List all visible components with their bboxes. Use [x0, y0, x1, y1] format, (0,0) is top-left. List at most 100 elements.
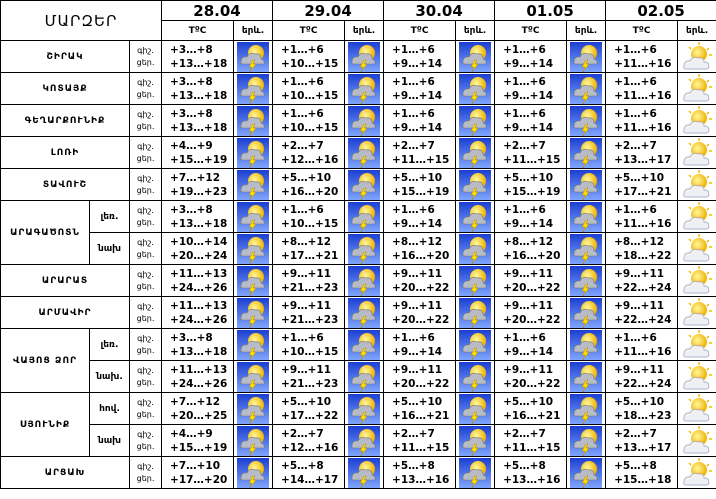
day-temp: +10…+15: [281, 217, 339, 230]
temp-header: TºC: [161, 20, 235, 41]
night-temp: +1…+6: [503, 203, 546, 216]
weather-icon-shape: [237, 362, 269, 392]
icon-cell: [344, 136, 385, 169]
weather-icon: [681, 170, 713, 200]
weather-icon: [681, 138, 713, 168]
weather-icon-shape: [684, 394, 712, 421]
region-row: նախ. գիշ. ցեր. +11…+13 +24…+26 +9…+11 +21…+23 +…: [1, 360, 716, 393]
weather-icon: [681, 234, 713, 264]
night-temp: +5…+8: [614, 459, 657, 472]
icon-cell: [233, 424, 274, 457]
night-label: գիշ.: [137, 333, 154, 343]
period-labels: գիշ. ցեր.: [128, 168, 163, 201]
weather-icon-shape: [684, 170, 712, 197]
zone-label: նախ: [89, 424, 130, 457]
weather-icon: [237, 74, 269, 104]
day-label: ցեր.: [136, 377, 155, 387]
period-labels: գիշ. ցեր.: [128, 72, 163, 105]
region-name: ԱՐԱՐԱՏ: [0, 264, 130, 297]
night-temp: +1…+6: [614, 203, 657, 216]
day-temp: +15…+19: [170, 153, 228, 166]
weather-icon: [570, 138, 602, 168]
weather-icon-shape: [570, 266, 602, 296]
day-temp: +16…+21: [392, 409, 450, 422]
day-temp: +9…+14: [503, 217, 554, 230]
region-row: ԳԵՂԱՐՔՈՒՆԻՔ գիշ. ցեր. +3…+8 +13…+18 +1…+6 +10……: [0, 104, 716, 137]
day-temp: +21…+23: [281, 377, 339, 390]
night-temp: +9…+11: [503, 363, 554, 376]
icon-cell: [677, 232, 716, 265]
region-name: ՏԱՎՈՒՇ: [0, 168, 130, 201]
weather-icon: [348, 202, 380, 232]
temp-cell: +9…+11 +20…+22: [494, 296, 568, 329]
weather-icon-shape: [570, 426, 602, 456]
day-temp: +16…+20: [392, 249, 450, 262]
zone-label: հով.: [89, 392, 130, 425]
night-temp: +4…+9: [170, 427, 213, 440]
night-temp: +1…+6: [392, 43, 435, 56]
weather-icon-shape: [570, 74, 602, 104]
weather-icon-shape: [459, 202, 491, 232]
weather-icon: [459, 394, 491, 424]
day-label: ցեր.: [136, 281, 155, 291]
weather-icon-shape: [684, 234, 712, 261]
day-temp: +10…+15: [281, 121, 339, 134]
region-row: ՎԱՅՈՑ ՁՈՐ լեռ. գիշ. ցեր. +3…+8 +13…+18 +1…+6 +1…: [0, 328, 716, 393]
temp-cell: +9…+11 +20…+22: [383, 296, 457, 329]
icon-cell: [344, 104, 385, 137]
weather-icon: [570, 362, 602, 392]
weather-icon: [348, 42, 380, 72]
day-label: ցեր.: [136, 217, 155, 227]
night-temp: +5…+10: [392, 171, 443, 184]
night-temp: +5…+10: [281, 395, 332, 408]
day-temp: +11…+16: [614, 89, 672, 102]
period-labels: գիշ. ցեր.: [128, 424, 163, 457]
period-labels: գիշ. ցեր.: [128, 456, 163, 489]
night-temp: +9…+11: [503, 299, 554, 312]
icon-cell: [455, 40, 496, 73]
temp-cell: +9…+11 +20…+22: [383, 264, 457, 297]
temp-cell: +3…+8 +13…+18: [161, 104, 235, 137]
weather-icon-shape: [684, 298, 712, 325]
temp-cell: +10…+14 +20…+24: [161, 232, 235, 265]
weather-icon: [459, 170, 491, 200]
period-labels: գիշ. ցեր.: [128, 360, 163, 393]
temp-cell: +1…+6 +10…+15: [272, 328, 346, 361]
temp-cell: +5…+8 +14…+17: [272, 456, 346, 489]
temp-cell: +2…+7 +11…+15: [383, 136, 457, 169]
weather-icon-shape: [459, 362, 491, 392]
weather-icon-shape: [570, 330, 602, 360]
icon-cell: [233, 392, 274, 425]
night-label: գիշ.: [137, 141, 154, 151]
weather-icon-shape: [684, 426, 712, 453]
icon-cell: [566, 264, 607, 297]
weather-icon-shape: [570, 458, 602, 488]
night-temp: +5…+10: [281, 171, 332, 184]
day-temp: +10…+15: [281, 57, 339, 70]
weather-icon-shape: [237, 426, 269, 456]
icon-cell: [233, 296, 274, 329]
night-temp: +8…+12: [614, 235, 665, 248]
day-temp: +9…+14: [392, 217, 443, 230]
weather-icon: [348, 234, 380, 264]
day-temp: +13…+18: [170, 121, 228, 134]
icon-header: երև.: [233, 20, 274, 41]
temp-cell: +2…+7 +13…+17: [605, 424, 679, 457]
temp-cell: +5…+10 +18…+23: [605, 392, 679, 425]
period-labels: գիշ. ցեր.: [128, 232, 163, 265]
day-temp: +20…+22: [503, 377, 561, 390]
day-temp: +13…+17: [614, 441, 672, 454]
icon-cell: [233, 360, 274, 393]
weather-icon: [237, 138, 269, 168]
icon-cell: [677, 200, 716, 233]
temp-cell: +5…+10 +17…+22: [272, 392, 346, 425]
weather-icon: [348, 458, 380, 488]
night-temp: +1…+6: [614, 331, 657, 344]
temp-cell: +9…+11 +21…+23: [272, 296, 346, 329]
temp-cell: +1…+6 +9…+14: [383, 104, 457, 137]
night-temp: +9…+11: [614, 299, 665, 312]
weather-icon: [348, 170, 380, 200]
temp-cell: +2…+7 +12…+16: [272, 424, 346, 457]
icon-cell: [344, 200, 385, 233]
